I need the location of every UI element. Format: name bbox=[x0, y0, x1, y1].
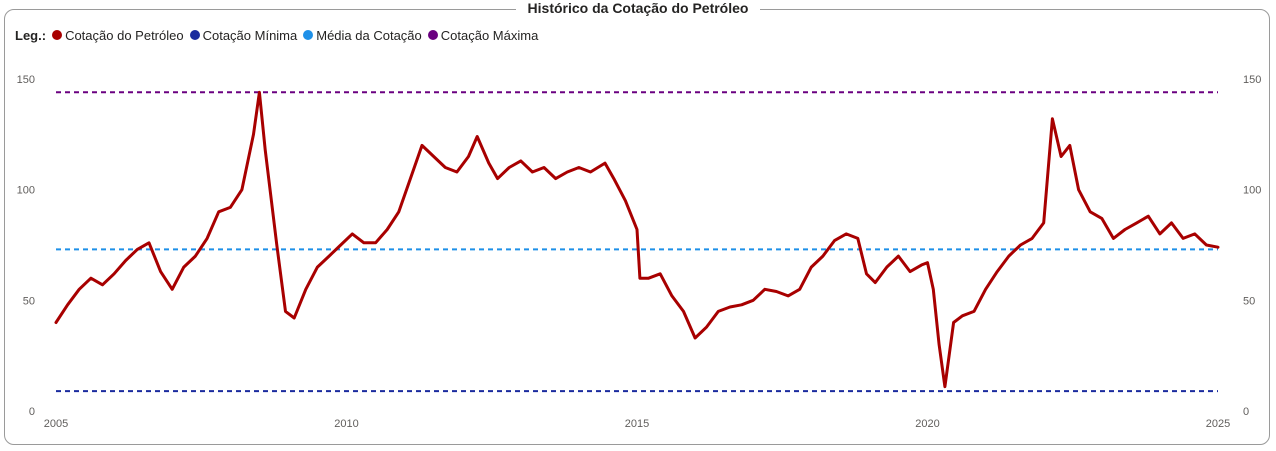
y-tick-label-right: 50 bbox=[1243, 295, 1255, 307]
legend-entry-cotacao-petroleo[interactable]: Cotação do Petróleo bbox=[52, 28, 184, 43]
legend-entry-label: Cotação Máxima bbox=[440, 27, 539, 43]
y-tick-label-left: 150 bbox=[17, 74, 35, 86]
y-tick-label-right: 100 bbox=[1243, 185, 1261, 197]
x-tick-label: 2010 bbox=[334, 418, 358, 430]
chart-title-container: Histórico da Cotação do Petróleo bbox=[0, 0, 1276, 18]
chart-title: Histórico da Cotação do Petróleo bbox=[515, 0, 761, 16]
legend-dot-icon bbox=[303, 30, 314, 40]
legend-entry-cotacao-maxima[interactable]: Cotação Máxima bbox=[427, 27, 539, 43]
legend-dot-icon bbox=[189, 30, 200, 40]
x-tick-label: 2025 bbox=[1206, 418, 1230, 430]
y-tick-label-right: 0 bbox=[1243, 406, 1249, 418]
legend-entry-label: Média da Cotação bbox=[316, 27, 422, 43]
series-layer bbox=[54, 90, 1220, 389]
legend-label: Leg.: bbox=[15, 27, 47, 43]
y-axis-right: 0 50 100 150 bbox=[1243, 74, 1261, 418]
y-tick-label-left: 50 bbox=[23, 295, 35, 307]
series-line-cotacao-petroleo[interactable] bbox=[54, 90, 1220, 389]
x-tick-label: 2005 bbox=[44, 418, 68, 430]
y-tick-label-right: 150 bbox=[1243, 74, 1261, 86]
legend-entry-cotacao-minima[interactable]: Cotação Mínima bbox=[189, 27, 298, 43]
x-tick-label: 2020 bbox=[915, 418, 939, 430]
y-tick-label-left: 100 bbox=[17, 185, 35, 197]
legend-dot-icon bbox=[52, 30, 63, 40]
y-tick-label-left: 0 bbox=[29, 406, 35, 418]
x-tick-label: 2015 bbox=[625, 418, 649, 430]
legend-entry-label: Cotação do Petróleo bbox=[65, 27, 184, 43]
legend-entry-media-cotacao[interactable]: Média da Cotação bbox=[303, 28, 422, 43]
x-axis: 2005 2010 2015 2020 2025 bbox=[44, 418, 1230, 430]
legend-entry-label: Cotação Mínima bbox=[202, 27, 298, 43]
legend-dot-icon bbox=[427, 30, 438, 40]
legend: Leg.: Cotação do Petróleo Cotação Mínima… bbox=[15, 26, 544, 44]
y-axis-left: 0 50 100 150 bbox=[17, 74, 35, 418]
